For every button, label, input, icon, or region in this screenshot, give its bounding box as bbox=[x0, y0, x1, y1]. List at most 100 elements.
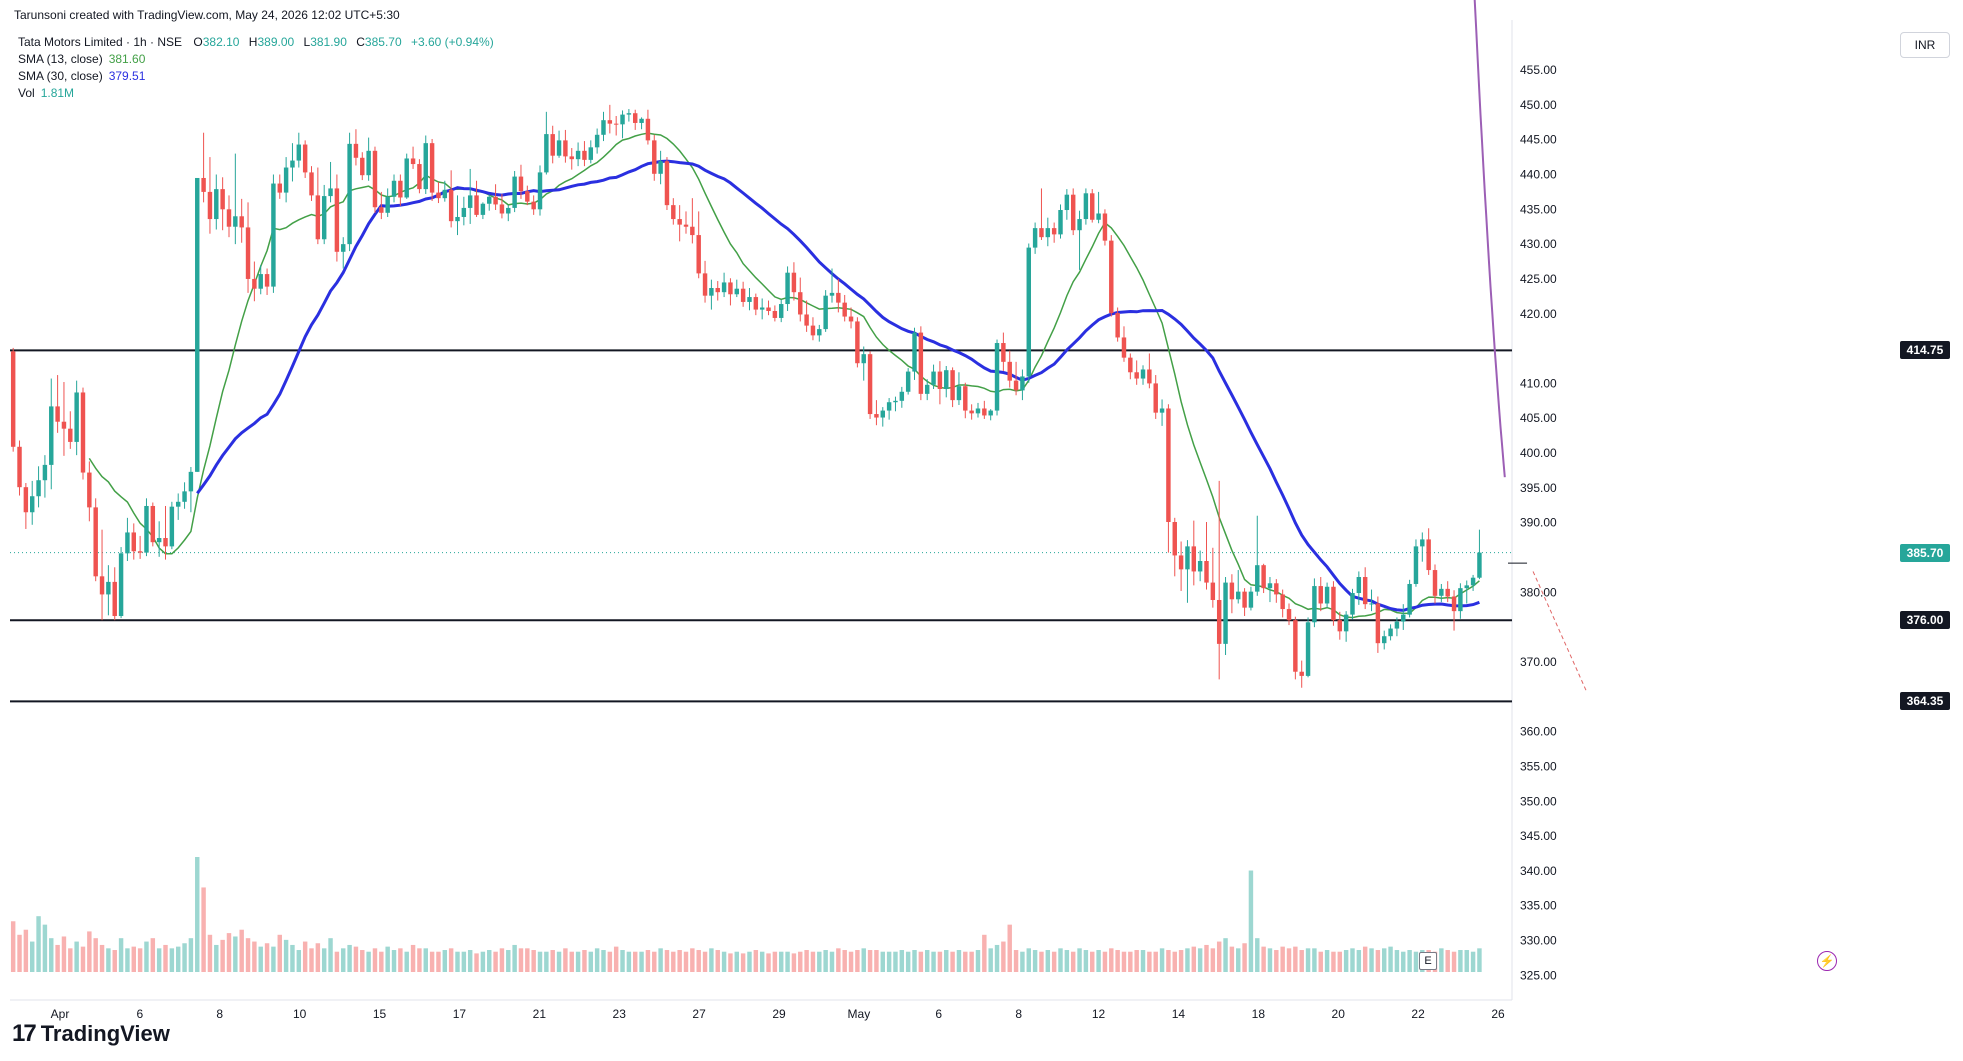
candle-body bbox=[1312, 586, 1317, 623]
candle-body bbox=[283, 167, 289, 193]
x-tick-label: 10 bbox=[293, 1007, 307, 1021]
candle-body bbox=[49, 406, 54, 465]
ohlc-low-label: L bbox=[303, 35, 311, 49]
volume-bar bbox=[956, 950, 962, 972]
earnings-marker[interactable]: E bbox=[1419, 952, 1437, 970]
x-tick-label: 12 bbox=[1092, 1007, 1106, 1021]
volume-bar bbox=[975, 950, 981, 972]
candle-body bbox=[798, 292, 803, 315]
volume-bar bbox=[93, 938, 98, 972]
candle-body bbox=[1477, 552, 1482, 578]
volume-bar bbox=[1204, 944, 1209, 972]
volume-bar bbox=[480, 951, 486, 972]
candle-body bbox=[671, 205, 676, 220]
candle-body bbox=[982, 408, 987, 416]
candle-body bbox=[639, 118, 644, 123]
candle-body bbox=[645, 118, 651, 141]
candle-body bbox=[1140, 369, 1146, 379]
legend-sma30-row[interactable]: SMA (30, close) 379.51 bbox=[18, 68, 494, 85]
volume-bar bbox=[569, 951, 574, 972]
candle-body bbox=[1185, 546, 1190, 570]
rounding-bottom-curve[interactable] bbox=[1448, 0, 1506, 478]
candle-body bbox=[474, 195, 479, 215]
volume-bar bbox=[245, 938, 251, 972]
volume-bar bbox=[836, 948, 841, 972]
candle-body bbox=[1153, 383, 1158, 413]
candle-body bbox=[328, 188, 333, 197]
ohlc-open-label: O bbox=[193, 35, 203, 49]
candle-body bbox=[836, 292, 841, 303]
y-tick-label: 355.00 bbox=[1520, 759, 1557, 773]
candle-body bbox=[467, 195, 473, 208]
volume-bar bbox=[677, 950, 682, 972]
volume-bar bbox=[544, 951, 549, 972]
candle-body bbox=[1216, 599, 1222, 644]
volume-bar bbox=[861, 948, 866, 972]
volume-bar bbox=[734, 951, 740, 972]
volume-bar bbox=[55, 944, 60, 972]
volume-bar bbox=[563, 948, 568, 972]
tradingview-logo: 17 TradingView bbox=[12, 1020, 170, 1048]
candle-body bbox=[1324, 586, 1330, 604]
volume-bar bbox=[696, 950, 701, 972]
volume-bar bbox=[1350, 948, 1355, 972]
candle-body bbox=[87, 472, 92, 508]
candle-body bbox=[1045, 228, 1051, 238]
volume-bar bbox=[1318, 951, 1323, 972]
candle-body bbox=[531, 201, 536, 210]
legend-volume-row[interactable]: Vol 1.81M bbox=[18, 85, 494, 102]
candle-body bbox=[1236, 591, 1241, 600]
candle-body bbox=[582, 150, 587, 160]
candle-body bbox=[366, 150, 371, 176]
volume-bar bbox=[963, 951, 968, 972]
candle-body bbox=[372, 150, 378, 208]
candle-body bbox=[1426, 539, 1431, 571]
x-tick-label: 6 bbox=[137, 1007, 144, 1021]
volume-bar bbox=[80, 946, 86, 972]
volume-bar bbox=[1356, 950, 1362, 972]
volume-bar bbox=[905, 951, 911, 972]
volume-bar bbox=[1045, 950, 1051, 972]
candle-body bbox=[1432, 570, 1438, 596]
candle-body bbox=[379, 207, 384, 213]
volume-bar bbox=[525, 948, 530, 972]
volume-bar bbox=[1077, 948, 1082, 972]
candle-body bbox=[1413, 546, 1419, 584]
lightning-icon[interactable]: ⚡ bbox=[1817, 951, 1837, 971]
volume-bar bbox=[10, 921, 16, 972]
candle-body bbox=[715, 288, 720, 293]
volume-bar bbox=[601, 950, 606, 972]
candle-body bbox=[1274, 583, 1279, 595]
candle-body bbox=[1388, 628, 1393, 637]
sma30-line bbox=[196, 159, 1480, 612]
legend-sma13-row[interactable]: SMA (13, close) 381.60 bbox=[18, 51, 494, 68]
volume-bar bbox=[1070, 951, 1076, 972]
volume-bar bbox=[366, 951, 371, 972]
volume-bar bbox=[582, 950, 587, 972]
volume-bar bbox=[626, 951, 632, 972]
volume-bar bbox=[607, 951, 613, 972]
candle-body bbox=[55, 406, 60, 422]
volume-bar bbox=[1134, 950, 1139, 972]
volume-bar bbox=[1280, 946, 1285, 972]
y-tick-label: 335.00 bbox=[1520, 899, 1557, 913]
price-tag-bottom: 364.35 bbox=[1900, 692, 1950, 711]
candle-body bbox=[810, 325, 816, 336]
ohlc-low-value: 381.90 bbox=[310, 35, 347, 49]
symbol-label[interactable]: Tata Motors Limited · 1h · NSE bbox=[18, 35, 183, 49]
candle-body bbox=[156, 538, 162, 543]
ohlc-high-value: 389.00 bbox=[257, 35, 295, 49]
candle-body bbox=[1128, 357, 1133, 373]
candle-body bbox=[17, 446, 22, 488]
candle-body bbox=[271, 183, 276, 287]
volume-bar bbox=[315, 943, 321, 972]
volume-bar bbox=[220, 939, 225, 972]
candle-body bbox=[626, 113, 632, 115]
candle-body bbox=[658, 161, 663, 174]
volume-label: Vol bbox=[18, 86, 35, 100]
candle-body bbox=[633, 113, 638, 123]
currency-badge[interactable]: INR bbox=[1900, 32, 1950, 58]
y-tick-label: 370.00 bbox=[1520, 655, 1557, 669]
volume-bar bbox=[283, 939, 289, 972]
